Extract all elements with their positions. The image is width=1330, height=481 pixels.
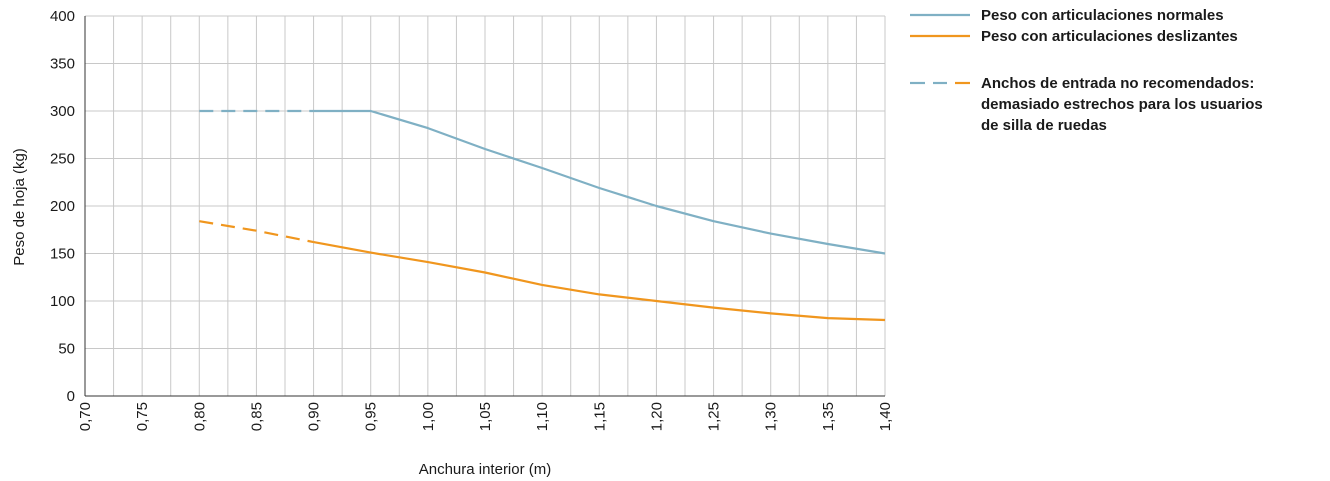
x-tick-label: 0,85 bbox=[248, 402, 265, 431]
y-tick-label: 350 bbox=[50, 56, 75, 73]
x-tick-label: 0,80 bbox=[191, 402, 208, 431]
grid bbox=[84, 15, 886, 397]
series-line-1 bbox=[313, 109, 886, 255]
x-tick-label: 1,00 bbox=[420, 402, 437, 431]
x-tick-label: 0,70 bbox=[77, 402, 94, 431]
series-line-2 bbox=[313, 241, 886, 322]
y-tick-label: 200 bbox=[50, 198, 75, 215]
x-tick-label: 1,25 bbox=[706, 402, 723, 431]
x-tick-label: 1,05 bbox=[477, 402, 494, 431]
x-tick-label: 1,10 bbox=[534, 402, 551, 431]
x-tick-label: 0,90 bbox=[306, 402, 323, 431]
y-tick-label: 50 bbox=[58, 341, 75, 358]
x-tick-label: 1,15 bbox=[591, 402, 608, 431]
series-line-dashed-2 bbox=[199, 220, 314, 244]
y-axis-title: Peso de hoja (kg) bbox=[11, 148, 28, 266]
legend-note-line: de silla de ruedas bbox=[981, 117, 1107, 134]
legend-note-line: Anchos de entrada no recomendados: bbox=[981, 75, 1254, 92]
x-tick-label: 0,75 bbox=[134, 402, 151, 431]
y-tick-label: 100 bbox=[50, 293, 75, 310]
x-tick-label: 1,30 bbox=[763, 402, 780, 431]
y-tick-label: 0 bbox=[67, 388, 75, 405]
legend: Peso con articulaciones normales Peso con… bbox=[910, 7, 1263, 134]
x-tick-label: 0,95 bbox=[363, 402, 380, 431]
series-layer bbox=[199, 109, 886, 322]
x-tick-label: 1,20 bbox=[648, 402, 665, 431]
y-tick-label: 300 bbox=[50, 103, 75, 120]
axes: 0 50 100 150 200 250 300 350 400 0,70 0,75 0,80 0,85… bbox=[50, 8, 894, 431]
x-tick-label: 1,40 bbox=[877, 402, 894, 431]
y-tick-label: 150 bbox=[50, 246, 75, 263]
legend-label-1: Peso con articulaciones normales bbox=[981, 7, 1224, 24]
legend-note-line: demasiado estrechos para los usuarios bbox=[981, 96, 1263, 113]
legend-label-2: Peso con articulaciones deslizantes bbox=[981, 28, 1238, 45]
x-tick-label: 1,35 bbox=[820, 402, 837, 431]
x-axis-title: Anchura interior (m) bbox=[419, 461, 552, 478]
y-tick-label: 400 bbox=[50, 8, 75, 25]
y-tick-label: 250 bbox=[50, 151, 75, 168]
